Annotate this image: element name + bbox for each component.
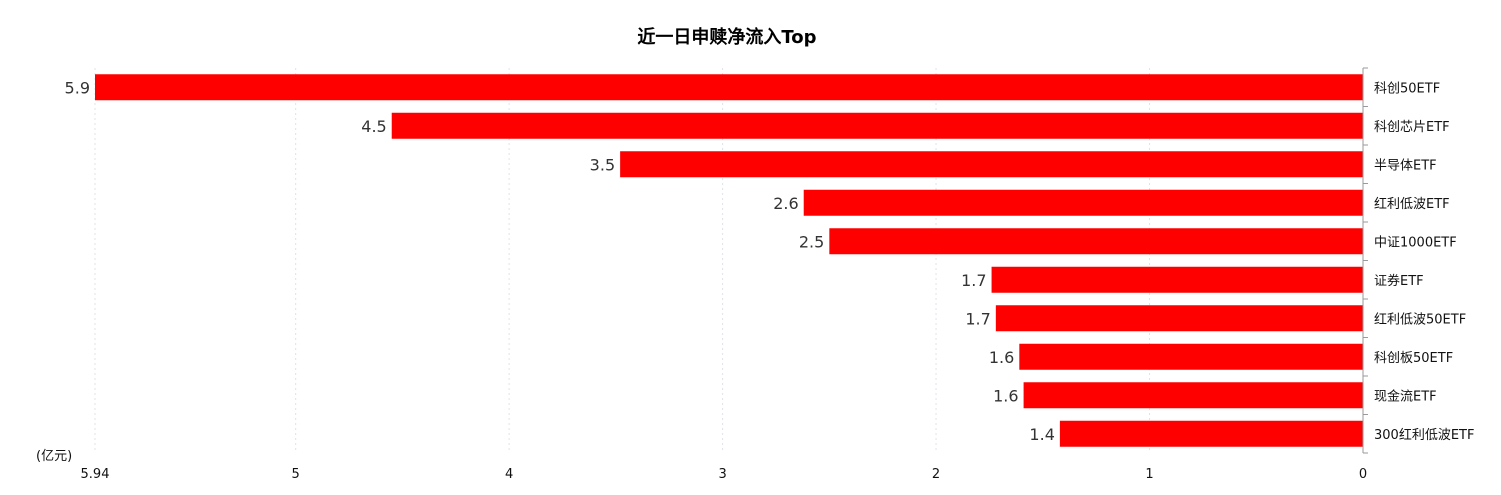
- x-tick-label: 2: [932, 467, 940, 482]
- category-labels: 科创50ETF 科创芯片ETF 半导体ETF 红利低波ETF 中证1000ETF 证券ET…: [1374, 81, 1474, 443]
- category-label: 中证1000ETF: [1374, 235, 1457, 250]
- value-label: 1.7: [961, 271, 986, 290]
- bar[interactable]: [995, 305, 1363, 332]
- bar[interactable]: [391, 112, 1363, 139]
- bar[interactable]: [1019, 343, 1363, 370]
- value-label: 1.4: [1029, 425, 1054, 444]
- bar[interactable]: [991, 266, 1363, 293]
- bar[interactable]: [95, 74, 1363, 101]
- value-label: 1.6: [993, 386, 1018, 405]
- bar[interactable]: [1023, 382, 1363, 409]
- x-tick-label: 1: [1145, 467, 1153, 482]
- bar[interactable]: [829, 228, 1363, 255]
- value-label: 1.6: [989, 348, 1014, 367]
- category-label: 300红利低波ETF: [1374, 427, 1474, 443]
- category-label: 红利低波50ETF: [1374, 311, 1466, 327]
- value-labels: 5.9 4.5 3.5 2.62.5 1.7 1.7 1.6 1.6 1.4: [65, 78, 1055, 444]
- x-tick-label: 0: [1359, 467, 1367, 482]
- value-label: 4.5: [361, 117, 386, 136]
- value-label: 2.5: [799, 232, 824, 251]
- x-tick-label: 5: [292, 467, 300, 482]
- value-label: 2.6: [773, 194, 798, 213]
- category-axis: [1362, 67, 1368, 454]
- chart-title: 近一日申赎净流入Top: [637, 26, 816, 48]
- x-tick-label: 3: [718, 467, 726, 482]
- bar[interactable]: [1059, 420, 1363, 447]
- category-label: 红利低波ETF: [1374, 196, 1450, 212]
- category-label: 现金流ETF: [1374, 388, 1437, 404]
- category-label: 科创板50ETF: [1374, 351, 1453, 366]
- x-axis-tick-labels: 0 1 2 3 4 5 5.94: [81, 467, 1368, 482]
- value-label: 3.5: [590, 155, 615, 174]
- x-tick-label: 4: [505, 467, 513, 482]
- category-label: 半导体ETF: [1374, 158, 1437, 173]
- bar[interactable]: [803, 189, 1363, 216]
- value-label: 1.7: [965, 309, 990, 328]
- unit-label: (亿元): [36, 449, 72, 464]
- value-label: 5.9: [65, 78, 90, 97]
- category-label: 证券ETF: [1374, 273, 1424, 289]
- bars: [95, 74, 1363, 447]
- category-label: 科创50ETF: [1374, 81, 1440, 96]
- category-label: 科创芯片ETF: [1374, 120, 1450, 135]
- x-tick-label: 5.94: [81, 467, 110, 482]
- bar[interactable]: [620, 151, 1363, 178]
